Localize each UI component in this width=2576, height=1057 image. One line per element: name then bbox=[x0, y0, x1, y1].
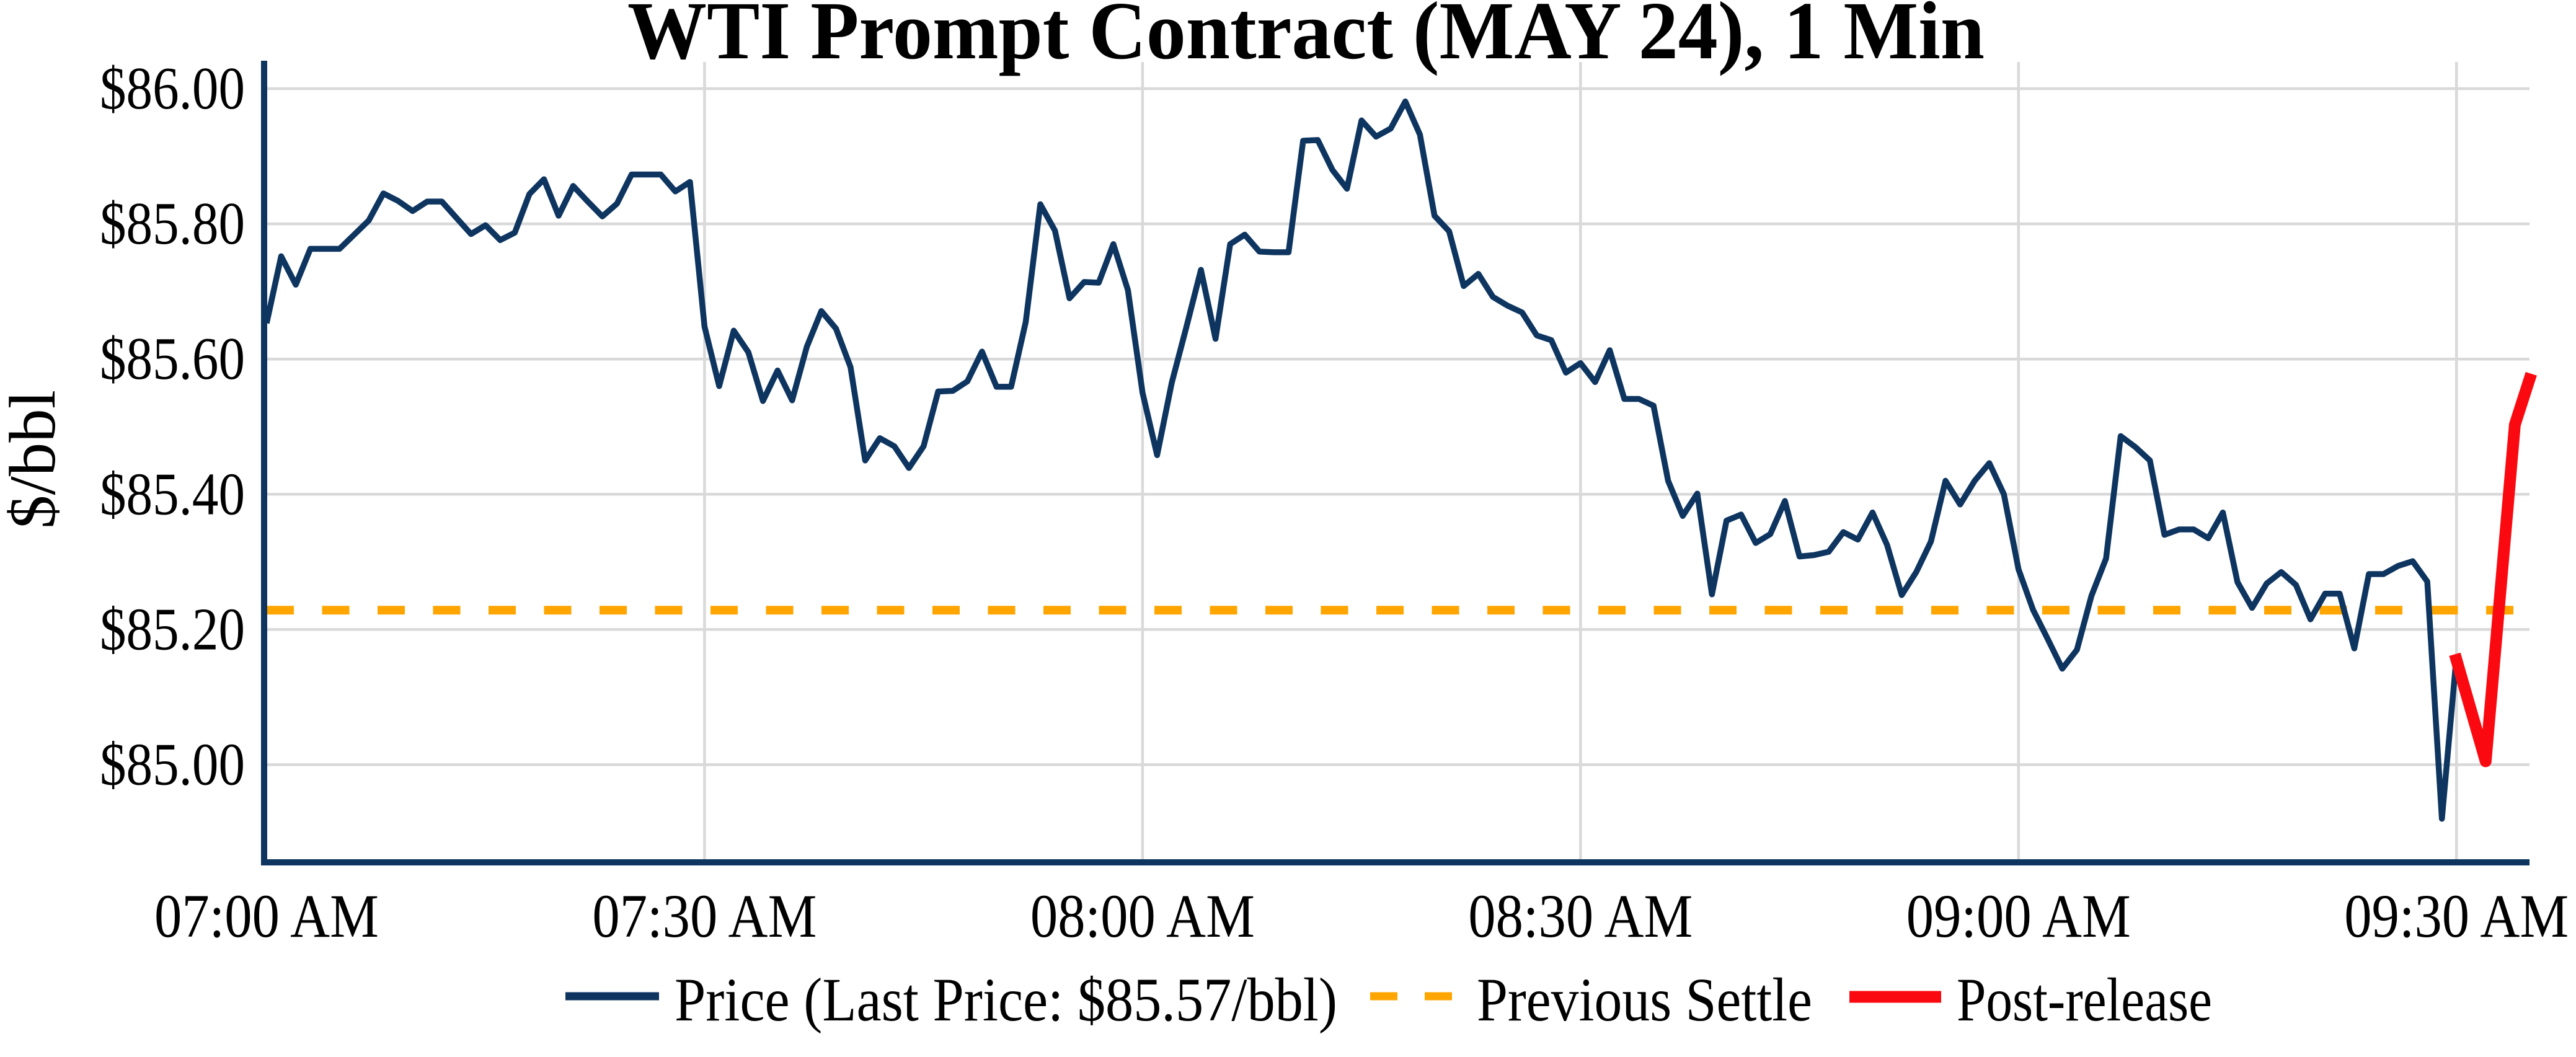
svg-text:07:00 AM: 07:00 AM bbox=[154, 882, 379, 950]
svg-text:$/bbl: $/bbl bbox=[0, 390, 69, 529]
svg-text:$86.00: $86.00 bbox=[100, 55, 245, 122]
svg-text:08:00 AM: 08:00 AM bbox=[1030, 882, 1255, 950]
svg-text:07:30 AM: 07:30 AM bbox=[592, 882, 817, 950]
svg-text:$85.40: $85.40 bbox=[100, 461, 245, 527]
svg-text:WTI Prompt Contract (MAY 24),: WTI Prompt Contract (MAY 24), 1 Min bbox=[627, 0, 1985, 76]
svg-text:$85.60: $85.60 bbox=[100, 325, 245, 392]
svg-text:$85.00: $85.00 bbox=[100, 732, 245, 798]
svg-text:Price (Last Price: $85.57/bbl): Price (Last Price: $85.57/bbl) bbox=[675, 965, 1337, 1034]
svg-text:Previous Settle: Previous Settle bbox=[1477, 965, 1812, 1034]
svg-text:Post-release: Post-release bbox=[1957, 965, 2212, 1034]
svg-text:09:30 AM: 09:30 AM bbox=[2344, 882, 2569, 950]
svg-text:$85.20: $85.20 bbox=[100, 596, 245, 662]
svg-text:$85.80: $85.80 bbox=[100, 190, 245, 257]
svg-text:08:30 AM: 08:30 AM bbox=[1468, 882, 1693, 950]
svg-text:09:00 AM: 09:00 AM bbox=[1906, 882, 2131, 950]
